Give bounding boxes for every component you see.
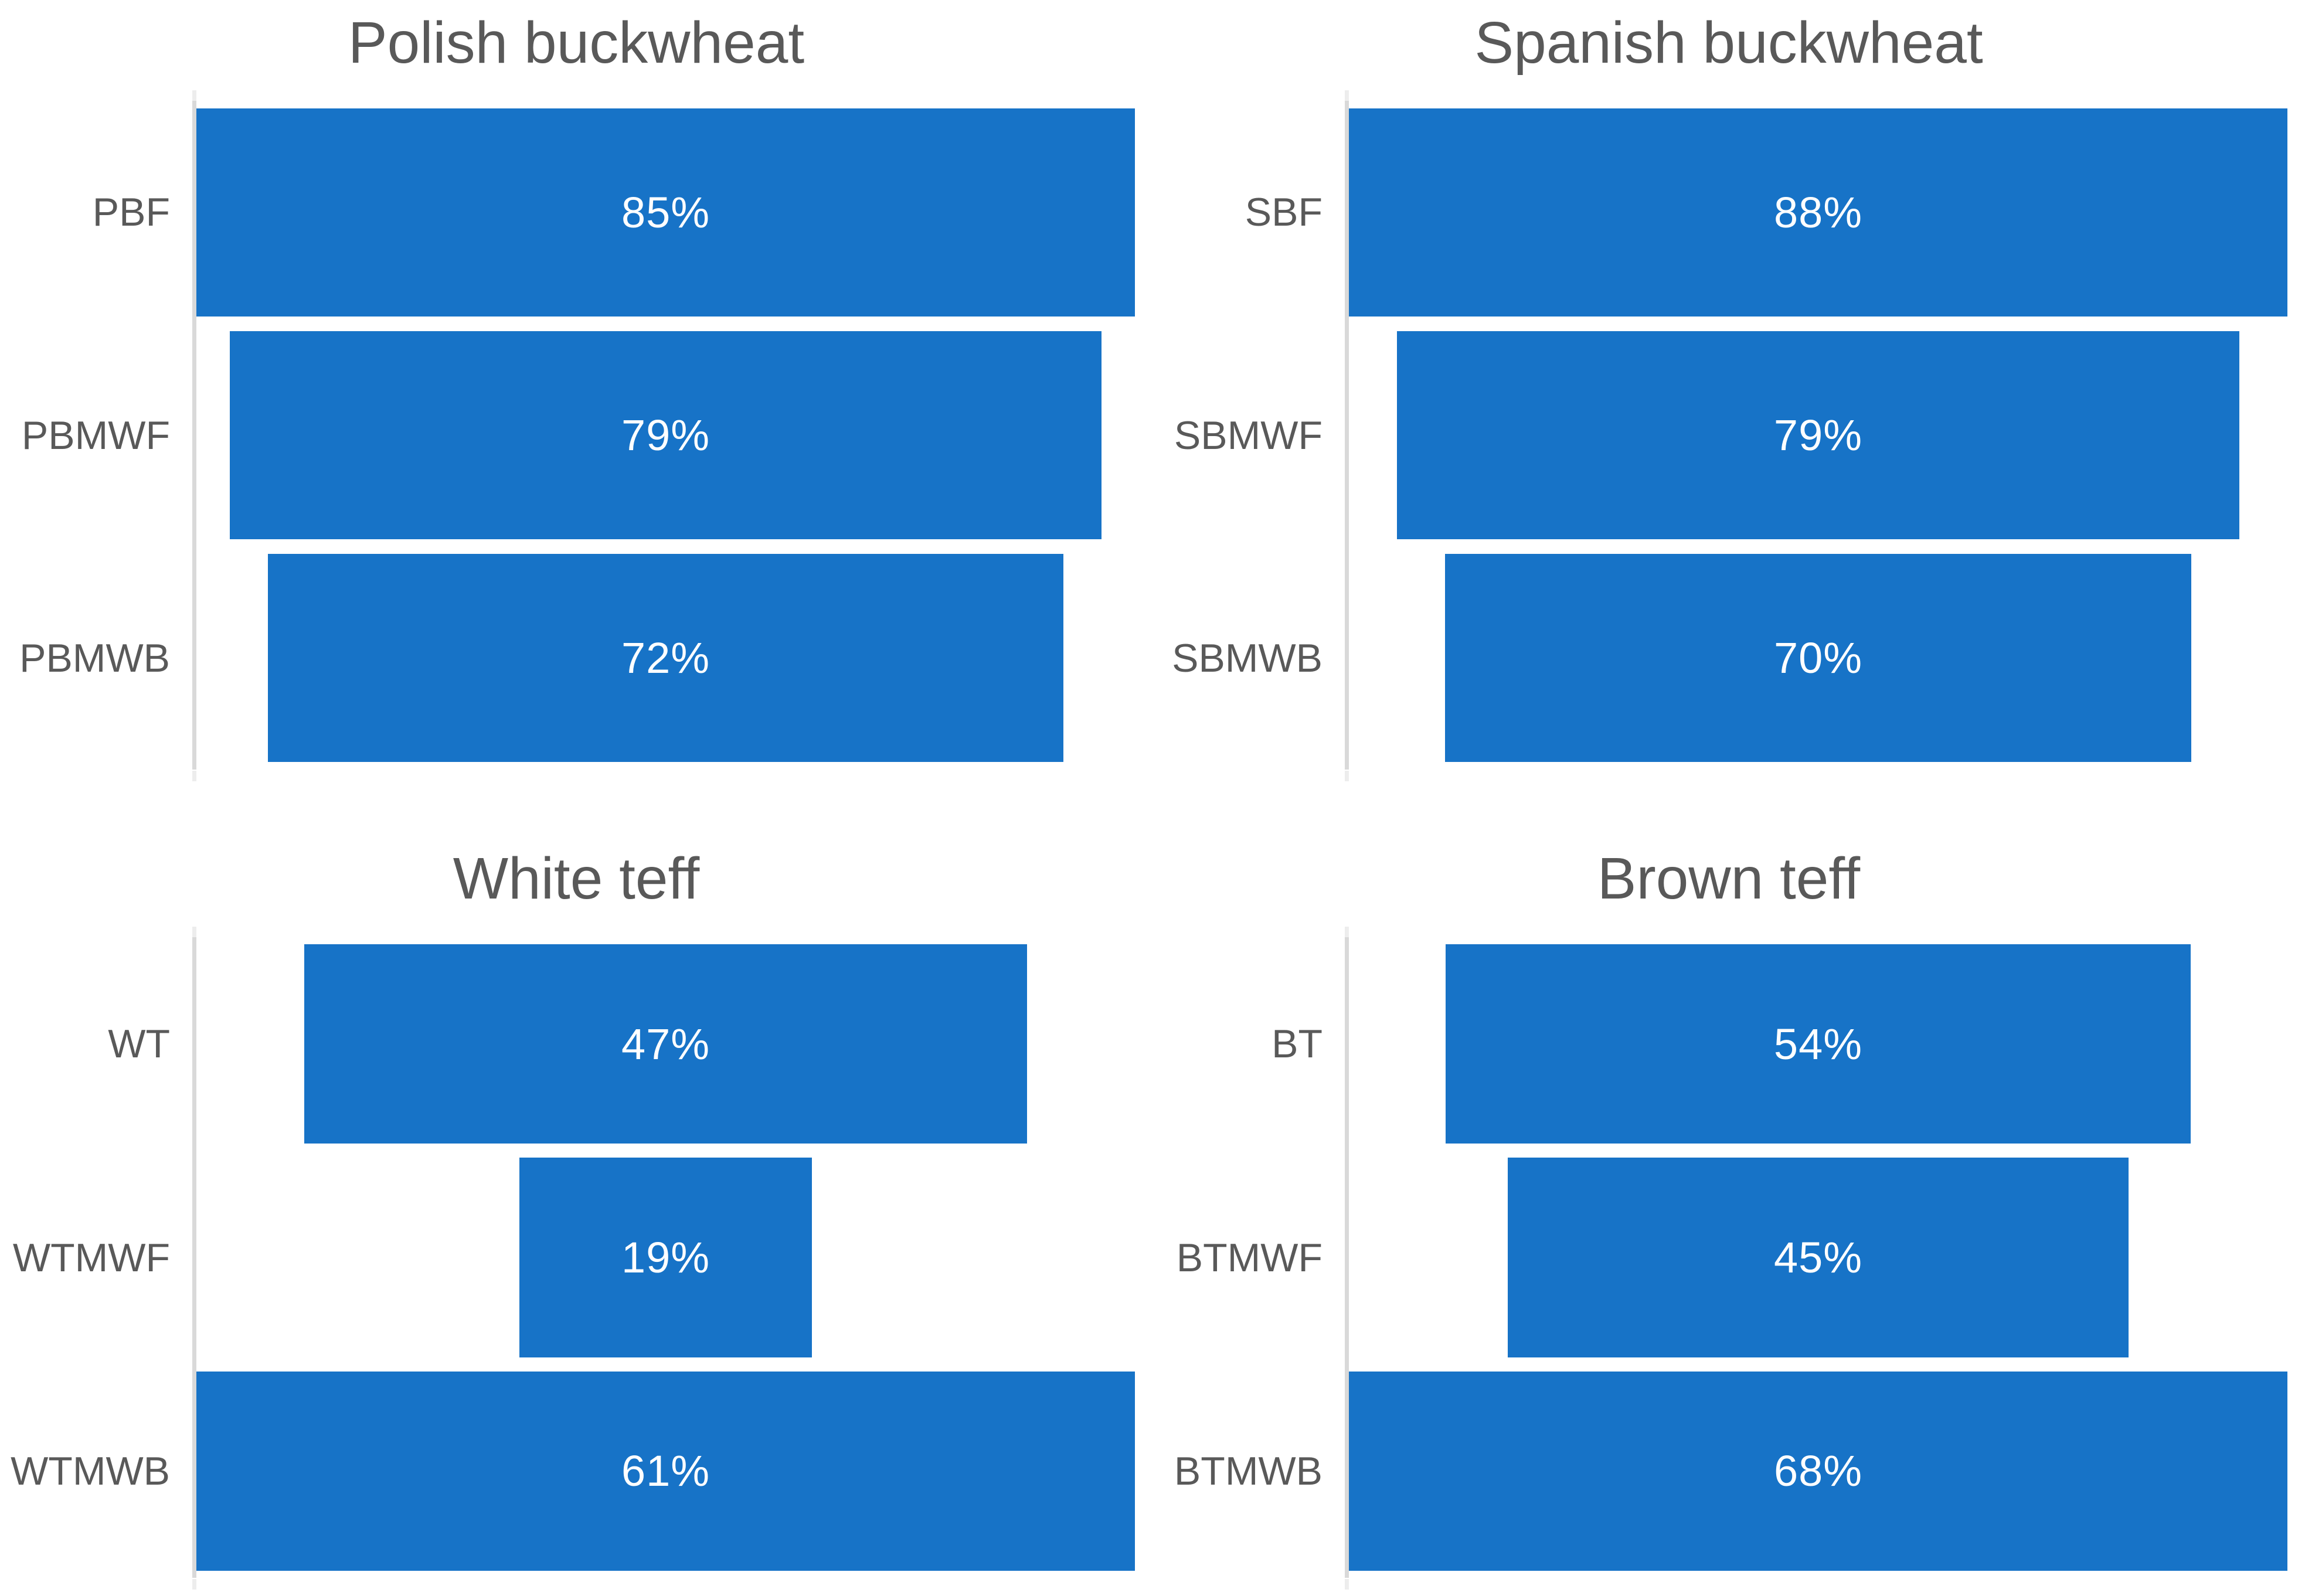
category-labels-layer: WT WTMWF WTMWB bbox=[0, 937, 170, 1578]
category-label-SBMWF: SBMWF bbox=[1174, 413, 1323, 458]
bar-PBMWB: 72% bbox=[268, 554, 1063, 763]
y-axis-line bbox=[192, 101, 196, 770]
bar-row-PBMWB: 72% bbox=[196, 547, 1135, 770]
plot-area: 88% 79% 70% bbox=[1345, 90, 2287, 781]
bar-PBMWF: 79% bbox=[229, 331, 1102, 540]
bar-SBF: 88% bbox=[1349, 108, 2287, 317]
bar-SBMWB: 70% bbox=[1444, 554, 2192, 763]
axis-tick-bottom bbox=[1345, 771, 1349, 781]
plot-area: 47% 19% 61% bbox=[192, 927, 1135, 1590]
category-label-SBMWB: SBMWB bbox=[1172, 635, 1323, 680]
axis-tick-top bbox=[1345, 927, 1349, 937]
bar-row-BT: 54% bbox=[1349, 937, 2287, 1151]
bar-row-WTMWF: 19% bbox=[196, 1151, 1135, 1364]
axis-tick-top bbox=[192, 927, 196, 937]
chart-title: White teff bbox=[453, 846, 700, 911]
data-label-WTMWB: 61% bbox=[621, 1447, 710, 1496]
bar-SBMWF: 79% bbox=[1396, 331, 2240, 540]
category-label-BTMWF: BTMWF bbox=[1176, 1235, 1323, 1280]
chart-title: Polish buckwheat bbox=[348, 10, 805, 76]
bar-WT: 47% bbox=[304, 944, 1028, 1144]
chart-panel-polish-buckwheat: Polish buckwheat PBF PBMWF PBMWB 85% 79% 72% bbox=[0, 0, 1152, 798]
chart-title: Brown teff bbox=[1597, 846, 1861, 911]
bar-BT: 54% bbox=[1445, 944, 2191, 1144]
bars-layer: 54% 45% 68% bbox=[1349, 937, 2287, 1578]
y-axis-line bbox=[1345, 101, 1349, 770]
plot-area: 54% 45% 68% bbox=[1345, 927, 2287, 1590]
data-label-SBMWF: 79% bbox=[1773, 410, 1863, 460]
chart-title: Spanish buckwheat bbox=[1474, 10, 1983, 76]
category-label-PBMWB: PBMWB bbox=[19, 635, 170, 680]
category-label-BT: BT bbox=[1272, 1022, 1323, 1067]
axis-tick-top bbox=[192, 90, 196, 101]
axis-tick-bottom bbox=[192, 771, 196, 781]
chart-panel-brown-teff: Brown teff BT BTMWF BTMWB 54% 45% 68% bbox=[1152, 798, 2305, 1596]
category-label-PBMWF: PBMWF bbox=[21, 413, 170, 458]
category-label-PBF: PBF bbox=[92, 190, 170, 235]
data-label-BTMWF: 45% bbox=[1773, 1233, 1863, 1282]
category-label-BTMWB: BTMWB bbox=[1174, 1448, 1323, 1493]
bar-row-PBF: 85% bbox=[196, 101, 1135, 324]
bars-layer: 47% 19% 61% bbox=[196, 937, 1135, 1578]
bars-layer: 85% 79% 72% bbox=[196, 101, 1135, 770]
data-label-BTMWB: 68% bbox=[1773, 1447, 1863, 1496]
category-label-SBF: SBF bbox=[1245, 190, 1323, 235]
category-label-WT: WT bbox=[108, 1022, 170, 1067]
bar-row-WT: 47% bbox=[196, 937, 1135, 1151]
y-axis-line bbox=[1345, 937, 1349, 1578]
bar-BTMWF: 45% bbox=[1507, 1158, 2129, 1357]
data-label-SBF: 88% bbox=[1773, 188, 1863, 237]
category-labels-layer: PBF PBMWF PBMWB bbox=[0, 101, 170, 770]
data-label-PBMWF: 79% bbox=[621, 410, 710, 460]
data-label-SBMWB: 70% bbox=[1773, 634, 1863, 683]
chart-panel-spanish-buckwheat: Spanish buckwheat SBF SBMWF SBMWB 88% 79% 70… bbox=[1152, 0, 2305, 798]
bar-row-SBMWF: 79% bbox=[1349, 324, 2287, 546]
bar-row-PBMWF: 79% bbox=[196, 324, 1135, 546]
bar-row-BTMWF: 45% bbox=[1349, 1151, 2287, 1364]
plot-area: 85% 79% 72% bbox=[192, 90, 1135, 781]
bars-layer: 88% 79% 70% bbox=[1349, 101, 2287, 770]
data-label-PBMWB: 72% bbox=[621, 634, 710, 683]
bar-row-BTMWB: 68% bbox=[1349, 1364, 2287, 1578]
bar-row-SBMWB: 70% bbox=[1349, 547, 2287, 770]
category-labels-layer: SBF SBMWF SBMWB bbox=[1152, 101, 1323, 770]
bar-BTMWB: 68% bbox=[1349, 1371, 2287, 1571]
bar-row-SBF: 88% bbox=[1349, 101, 2287, 324]
data-label-BT: 54% bbox=[1773, 1019, 1863, 1068]
axis-tick-top bbox=[1345, 90, 1349, 101]
bar-PBF: 85% bbox=[196, 108, 1135, 317]
category-label-WTMWF: WTMWF bbox=[12, 1235, 170, 1280]
y-axis-line bbox=[192, 937, 196, 1578]
bar-row-WTMWB: 61% bbox=[196, 1364, 1135, 1578]
bar-WTMWB: 61% bbox=[196, 1371, 1135, 1571]
data-label-WTMWF: 19% bbox=[621, 1233, 710, 1282]
axis-tick-bottom bbox=[1345, 1579, 1349, 1590]
category-labels-layer: BT BTMWF BTMWB bbox=[1152, 937, 1323, 1578]
data-label-PBF: 85% bbox=[621, 188, 710, 237]
data-label-WT: 47% bbox=[621, 1019, 710, 1068]
chart-panel-white-teff: White teff WT WTMWF WTMWB 47% 19% 61% bbox=[0, 798, 1152, 1596]
bar-WTMWF: 19% bbox=[519, 1158, 812, 1357]
category-label-WTMWB: WTMWB bbox=[11, 1448, 170, 1493]
axis-tick-bottom bbox=[192, 1579, 196, 1590]
